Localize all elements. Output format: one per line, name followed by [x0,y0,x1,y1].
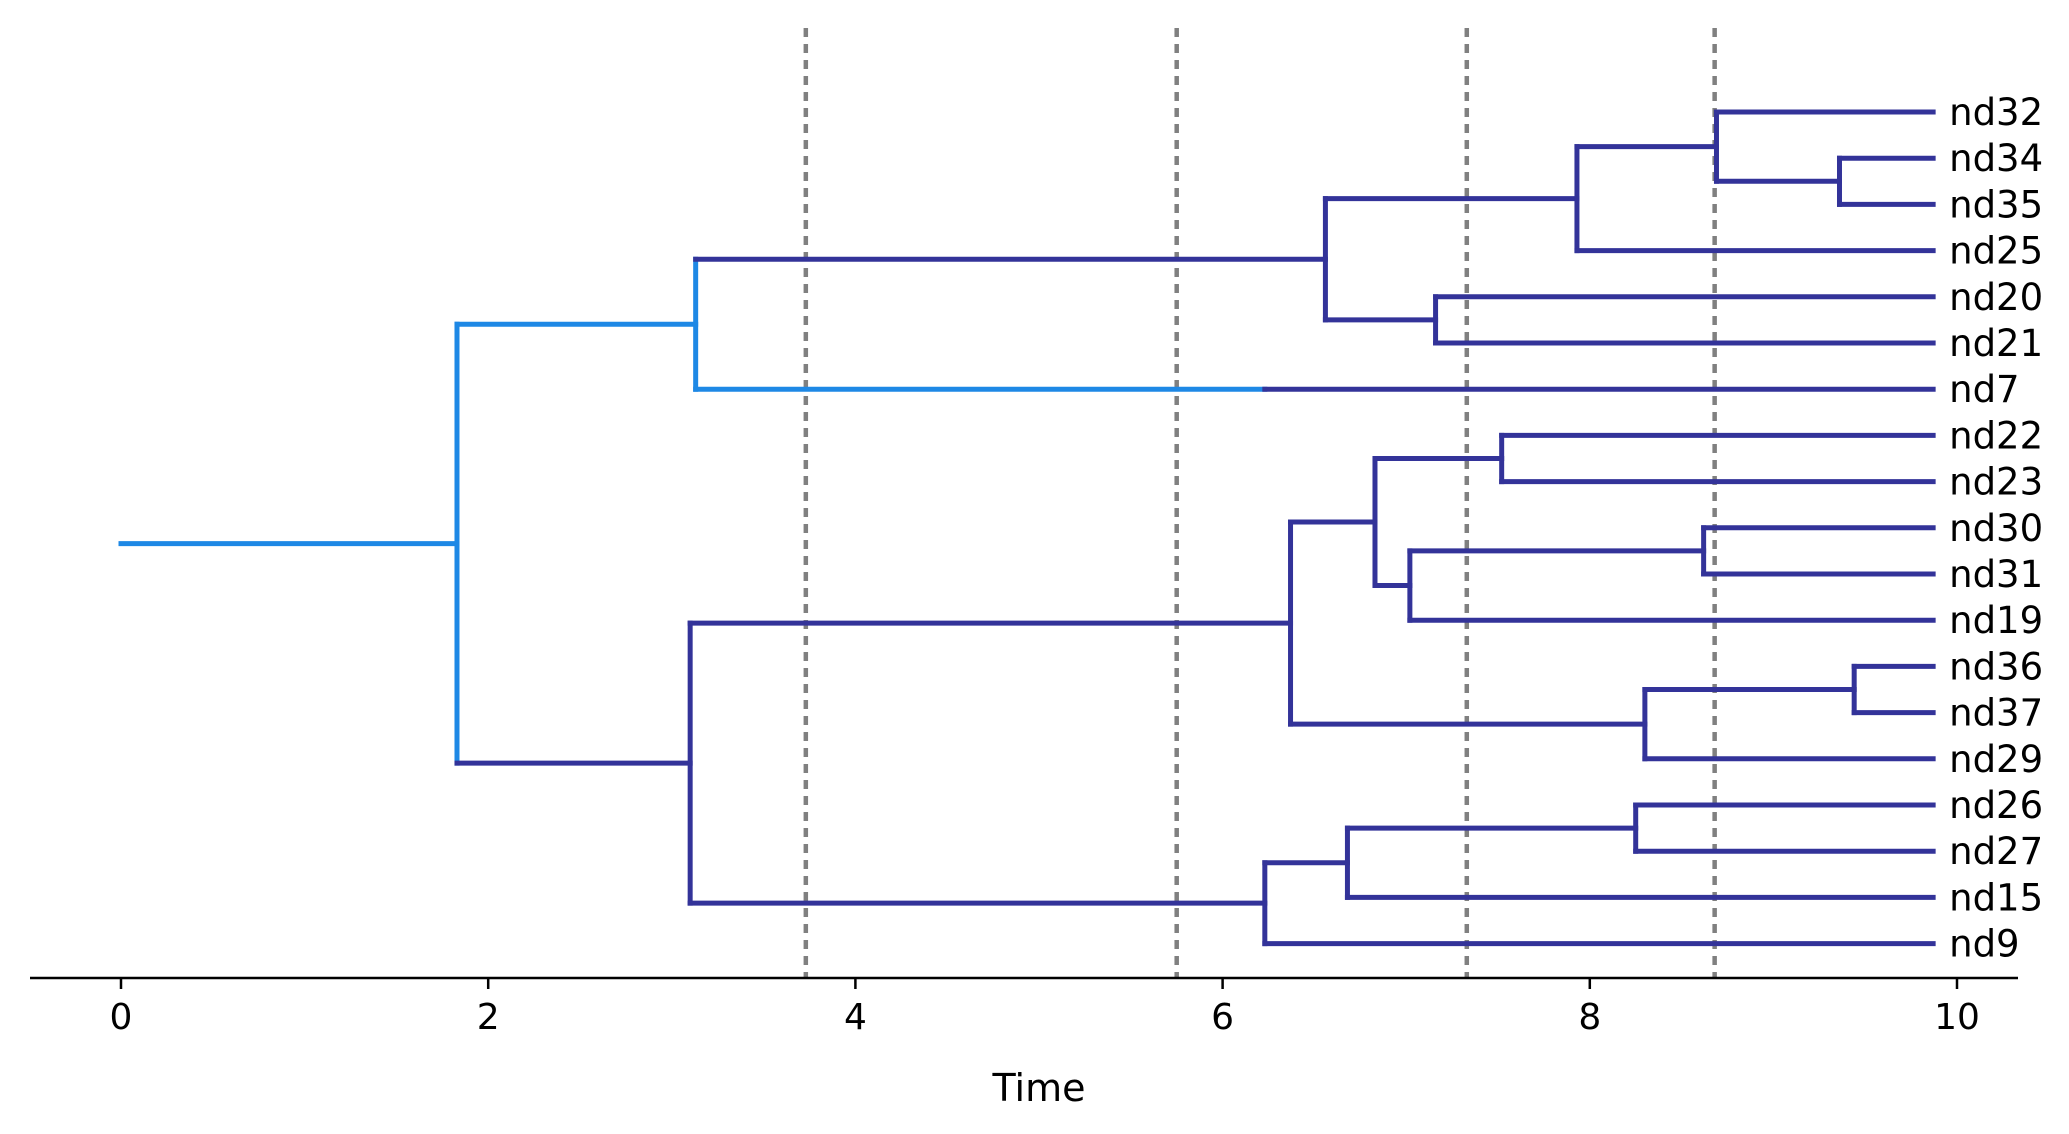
x-tick-label-4: 4 [844,997,867,1038]
tip-label-nd30: nd30 [1949,507,2043,550]
tip-label-nd32: nd32 [1949,91,2043,134]
tip-label-nd35: nd35 [1949,183,2043,226]
tip-label-nd34: nd34 [1949,137,2043,180]
tip-label-nd25: nd25 [1949,230,2043,273]
x-tick-label-2: 2 [477,997,500,1038]
tip-label-nd21: nd21 [1949,322,2043,365]
tip-label-nd31: nd31 [1949,553,2043,596]
reference-lines [803,28,1717,978]
x-tick-label-6: 6 [1211,997,1234,1038]
x-tick-label-0: 0 [110,997,133,1038]
tip-label-nd27: nd27 [1949,830,2043,873]
tip-label-nd22: nd22 [1949,414,2043,457]
tip-label-nd26: nd26 [1949,784,2043,827]
tree-branches [118,109,1936,947]
x-axis-title: Time [992,1066,1086,1110]
tip-label-nd37: nd37 [1949,692,2043,735]
tip-label-nd36: nd36 [1949,645,2043,688]
tip-labels: nd32nd34nd35nd25nd20nd21nd7nd22nd23nd30n… [1949,91,2043,966]
x-tick-label-10: 10 [1934,997,1980,1038]
tip-label-nd15: nd15 [1949,876,2043,919]
x-tick-label-8: 8 [1578,997,1601,1038]
tip-label-nd19: nd19 [1949,599,2043,642]
x-axis: 0 2 4 6 8 10 [30,976,2018,1038]
tip-label-nd20: nd20 [1949,276,2043,319]
tip-label-nd29: nd29 [1949,738,2043,781]
tip-label-nd7: nd7 [1949,368,2019,411]
tip-label-nd23: nd23 [1949,461,2043,504]
tip-label-nd9: nd9 [1949,923,2019,966]
